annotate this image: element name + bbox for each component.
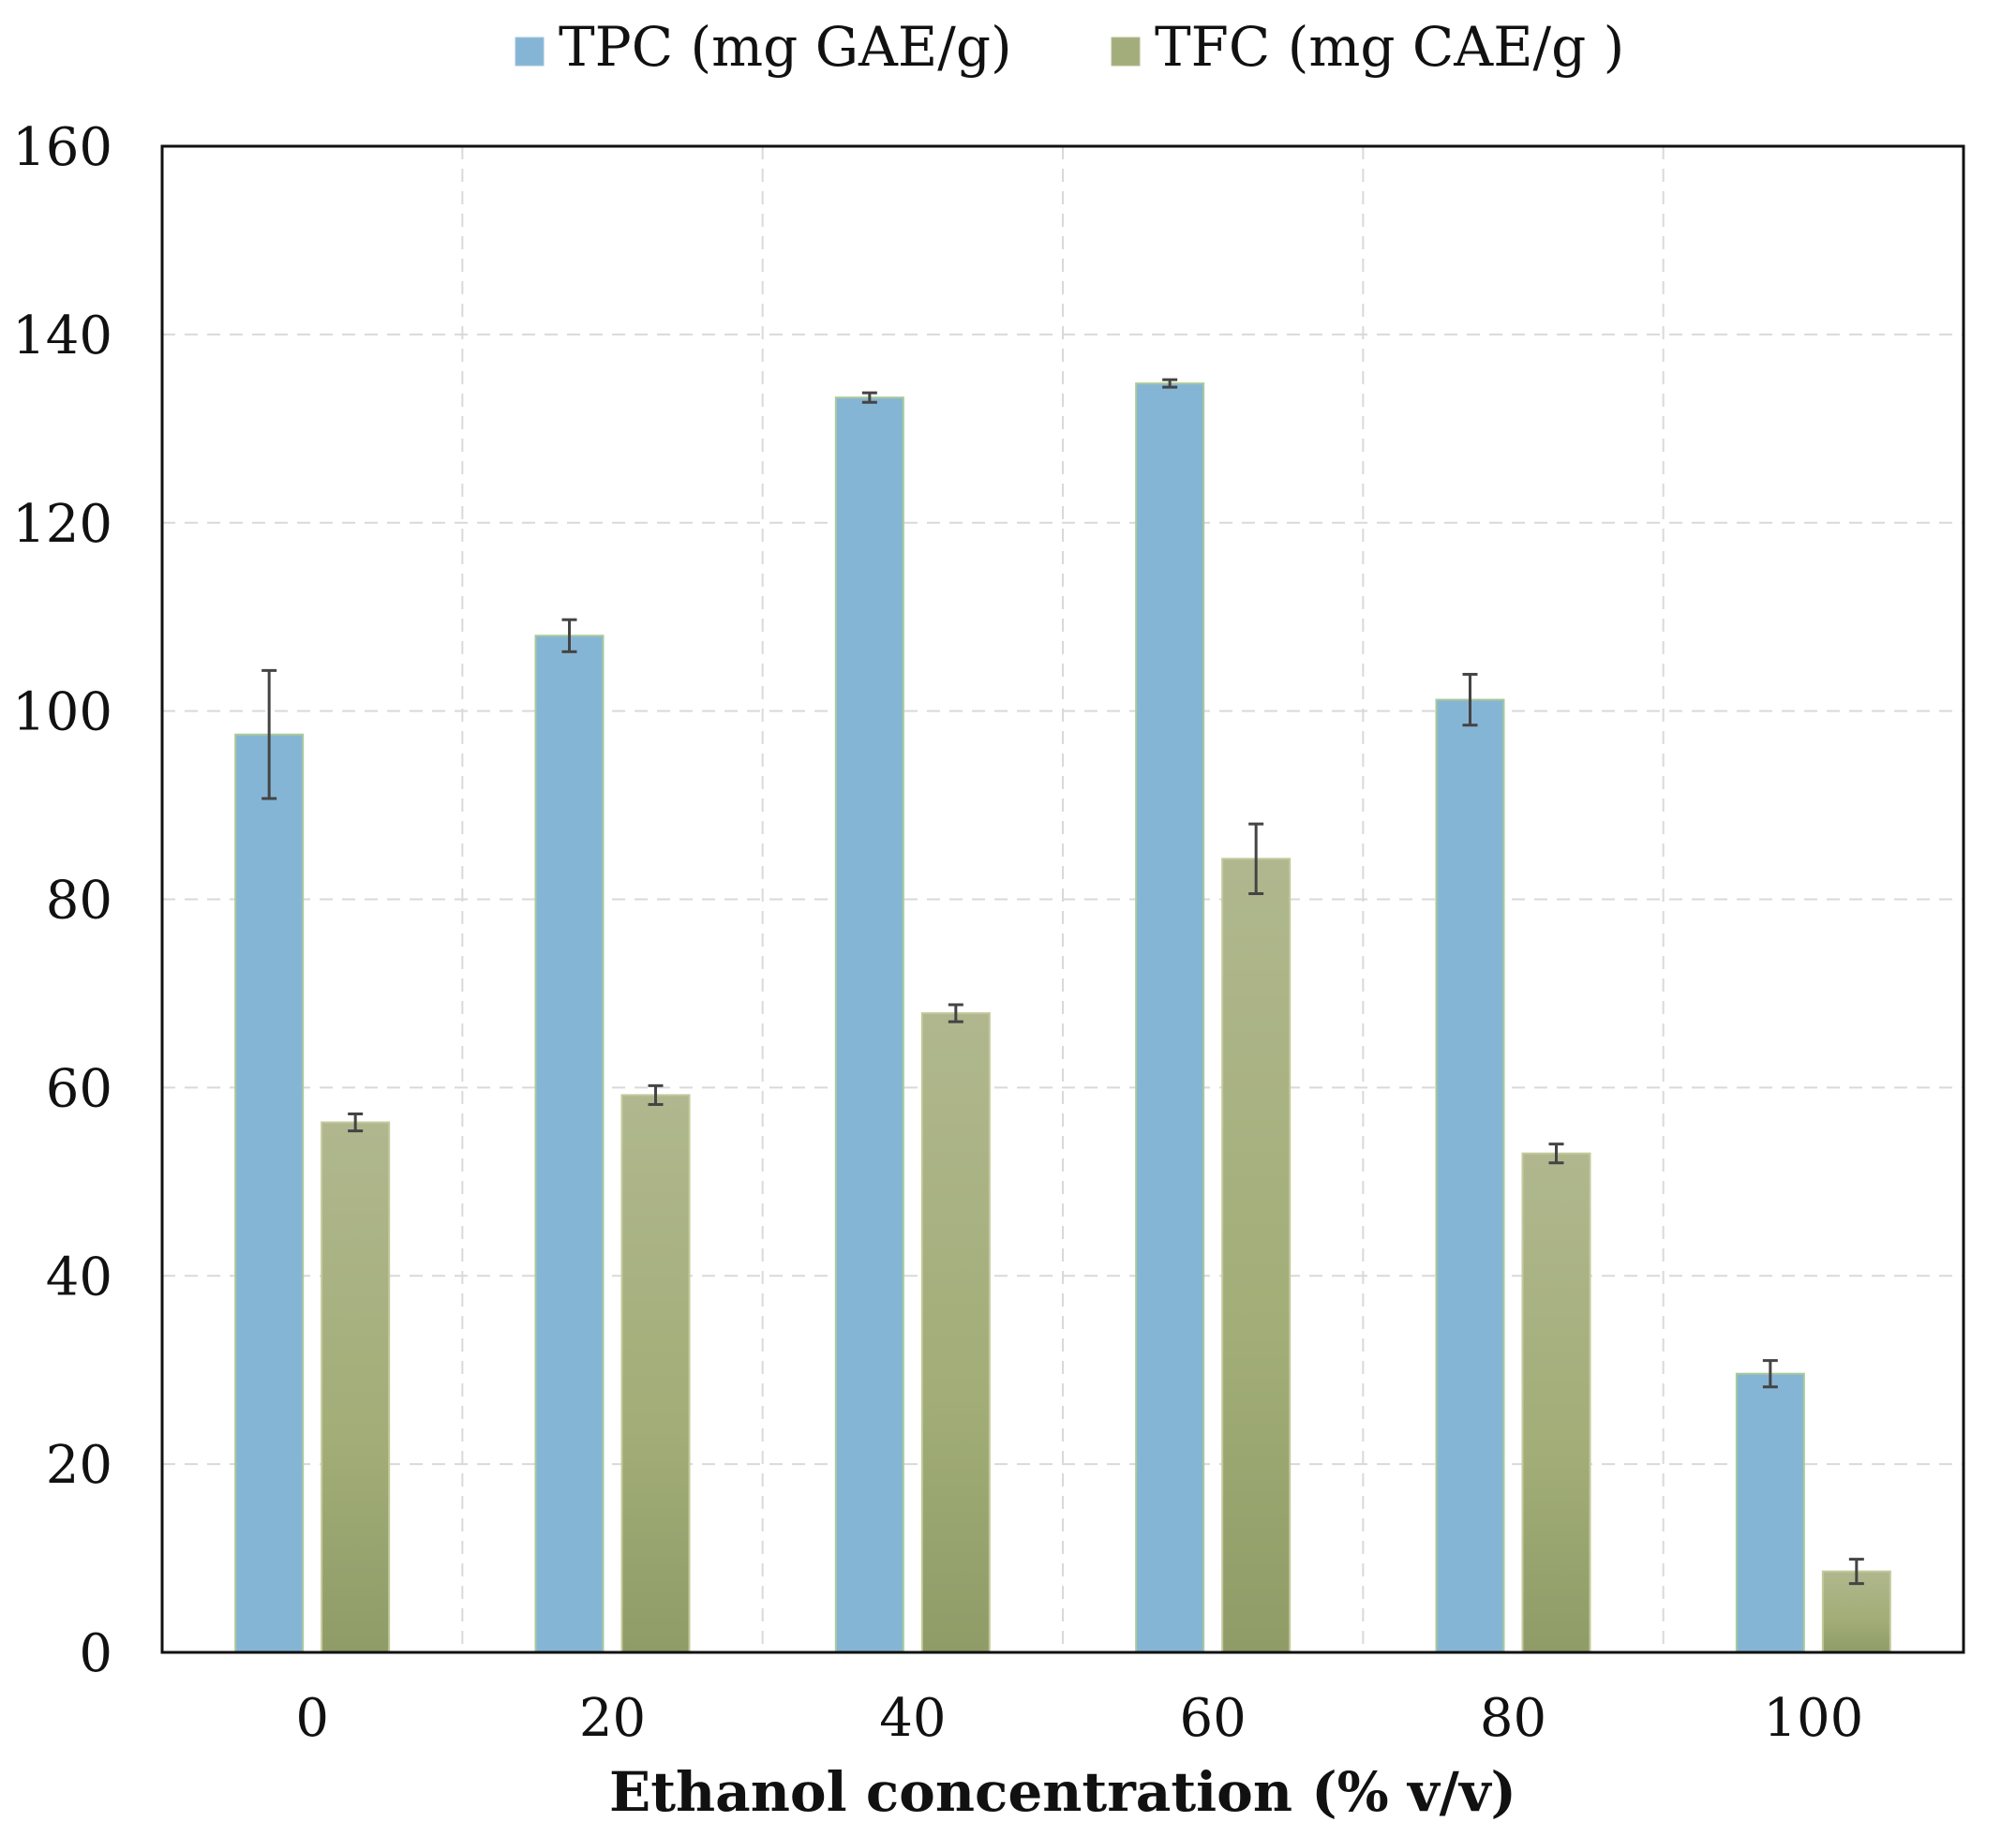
x-tick-label: 80	[1480, 1688, 1546, 1749]
y-tick-label: 20	[46, 1435, 112, 1496]
plot-area-frame	[160, 144, 1965, 1654]
x-tick-label: 0	[295, 1688, 329, 1749]
bar-tpc-0	[234, 733, 305, 1653]
y-tick-label: 120	[12, 494, 112, 555]
bar-tpc-80	[1435, 698, 1505, 1653]
x-tick-label: 20	[579, 1688, 646, 1749]
bar-tpc-60	[1135, 382, 1205, 1653]
bar-tfc-80	[1521, 1152, 1591, 1653]
y-tick-label: 0	[79, 1623, 112, 1684]
bars	[234, 382, 1891, 1654]
y-tick-label: 60	[46, 1058, 112, 1119]
bar-tfc-0	[321, 1121, 391, 1653]
x-tick-label: 40	[879, 1688, 946, 1749]
x-tick-label: 60	[1180, 1688, 1247, 1749]
y-tick-label: 140	[12, 306, 112, 366]
y-tick-label: 160	[12, 117, 112, 178]
bar-tpc-100	[1735, 1372, 1805, 1653]
bar-tpc-20	[534, 635, 605, 1653]
bar-tfc-60	[1221, 858, 1292, 1653]
bar-tfc-20	[620, 1094, 691, 1654]
y-tick-label: 80	[46, 871, 112, 932]
y-axis-tick-labels: 0 20 40 60 80 100 120 140 160	[12, 117, 112, 1684]
x-tick-label: 100	[1763, 1688, 1863, 1749]
legend-swatch-tpc	[515, 37, 545, 67]
y-tick-label: 40	[46, 1247, 112, 1307]
y-tick-label: 100	[12, 682, 112, 743]
x-axis-tick-labels: 0 20 40 60 80 100	[295, 1688, 1863, 1749]
bar-tfc-40	[920, 1012, 991, 1654]
legend-swatch-tfc	[1111, 37, 1141, 67]
legend: TPC (mg GAE/g) TFC (mg CAE/g )	[515, 15, 1624, 79]
error-bars	[261, 378, 1864, 1586]
bar-tpc-40	[834, 396, 904, 1654]
legend-label-tpc: TPC (mg GAE/g)	[559, 15, 1012, 79]
legend-label-tfc: TFC (mg CAE/g )	[1155, 15, 1624, 79]
grid	[162, 146, 1964, 1652]
x-axis-title: Ethanol concentration (% v/v)	[609, 1760, 1516, 1824]
